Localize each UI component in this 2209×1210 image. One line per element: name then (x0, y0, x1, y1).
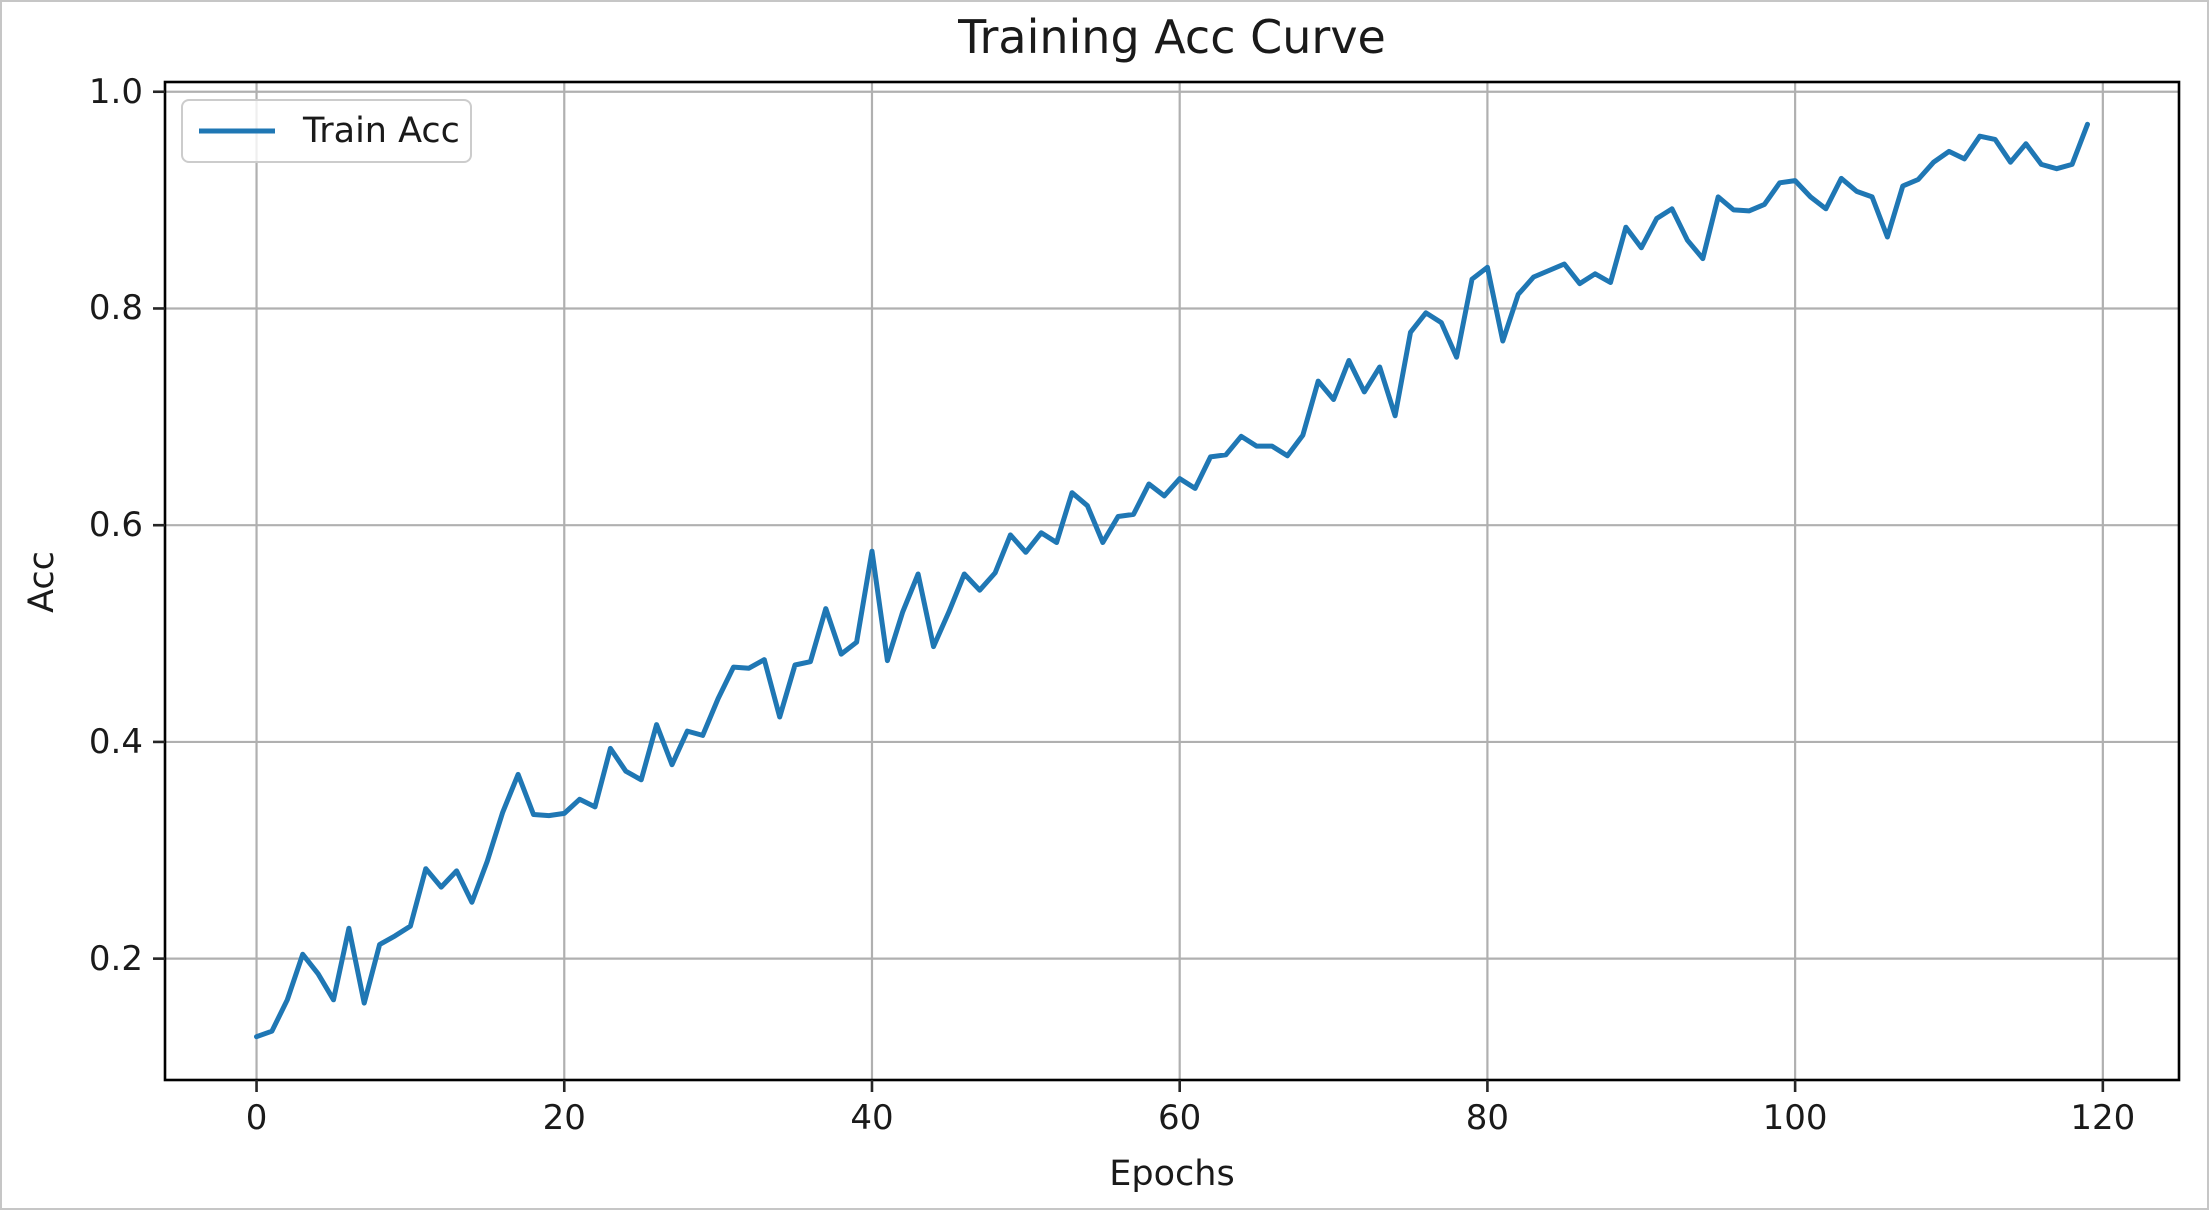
x-axis-label: Epochs (1109, 1154, 1235, 1194)
y-tick-label: 0.6 (88, 505, 143, 546)
y-tick-label: 0.4 (88, 721, 143, 762)
x-tick-label: 120 (2070, 1098, 2136, 1138)
legend-line-icon (199, 128, 275, 134)
plot-border (163, 80, 2181, 1082)
legend-label: Train Acc (303, 111, 460, 151)
x-tick-label: 80 (1465, 1098, 1510, 1138)
y-axis-label: Acc (22, 551, 62, 613)
x-tick-label: 20 (542, 1098, 586, 1138)
y-tick-label: 0.8 (88, 288, 143, 329)
y-tick-label: 0.2 (88, 938, 143, 979)
x-tick-label: 60 (1158, 1098, 1202, 1138)
x-tick-label: 40 (850, 1098, 894, 1138)
chart-title: Training Acc Curve (958, 10, 1386, 64)
y-tick-label: 1.0 (88, 71, 143, 112)
train-acc-curve (254, 121, 2090, 1040)
x-tick-label: 0 (245, 1098, 268, 1138)
x-tick-label: 100 (1762, 1098, 1828, 1138)
legend: Train Acc (181, 99, 472, 163)
